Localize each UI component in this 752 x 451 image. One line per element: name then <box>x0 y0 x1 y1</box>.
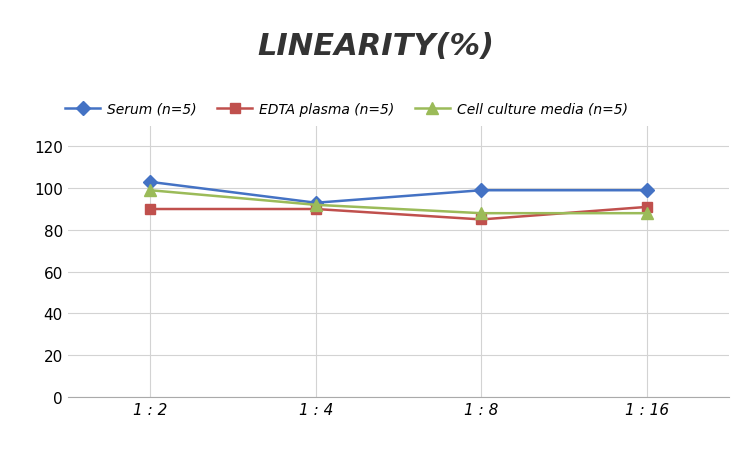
Line: Serum (n=5): Serum (n=5) <box>146 178 651 208</box>
EDTA plasma (n=5) <box>146 207 155 212</box>
Serum (n=5) <box>477 188 486 193</box>
Cell culture media (n=5) <box>311 202 320 208</box>
EDTA plasma (n=5) <box>477 217 486 223</box>
Cell culture media (n=5) <box>477 211 486 216</box>
Line: Cell culture media (n=5): Cell culture media (n=5) <box>145 185 652 219</box>
Serum (n=5) <box>146 180 155 185</box>
Cell culture media (n=5) <box>642 211 651 216</box>
Text: LINEARITY(%): LINEARITY(%) <box>257 32 495 60</box>
Cell culture media (n=5) <box>146 188 155 193</box>
Serum (n=5) <box>642 188 651 193</box>
EDTA plasma (n=5) <box>642 205 651 210</box>
Serum (n=5) <box>311 201 320 206</box>
Line: EDTA plasma (n=5): EDTA plasma (n=5) <box>146 202 651 225</box>
EDTA plasma (n=5) <box>311 207 320 212</box>
Legend: Serum (n=5), EDTA plasma (n=5), Cell culture media (n=5): Serum (n=5), EDTA plasma (n=5), Cell cul… <box>59 97 633 122</box>
